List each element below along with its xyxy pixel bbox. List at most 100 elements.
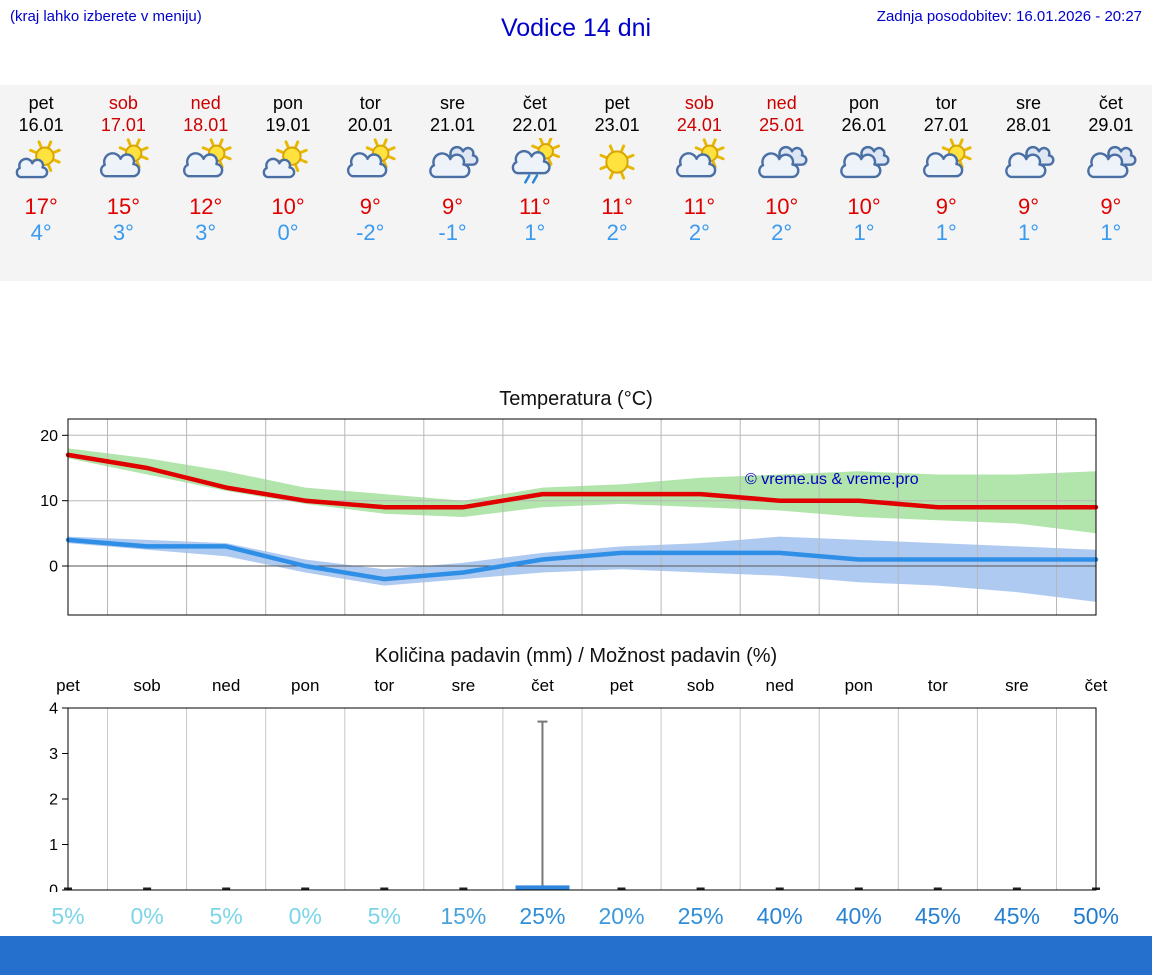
page-title: Vodice 14 dni — [500, 14, 652, 42]
precipitation-chart-title: Količina padavin (mm) / Možnost padavin … — [374, 645, 778, 667]
forecast-day[interactable]: pet 16.01 17° 4° — [0, 85, 82, 281]
svg-text:0: 0 — [49, 559, 58, 576]
cloudy-icon — [428, 145, 479, 179]
svg-text:0: 0 — [49, 883, 58, 893]
precip-day-label: tor — [374, 676, 395, 695]
precip-day-label: tor — [927, 676, 948, 695]
chart-watermark: © vreme.us & vreme.pro — [745, 471, 919, 488]
precip-probability: 20% — [598, 903, 645, 929]
day-min-temp: 2° — [688, 220, 710, 245]
partly-cloudy-icon — [676, 138, 725, 178]
forecast-strip: pet 16.01 17° 4° sob 17.01 15° 3° ned 18.01 12° 3° p… — [0, 85, 1152, 281]
menu-hint: (kraj lahko izberete v meniju) — [10, 8, 202, 25]
forecast-day[interactable]: čet 29.01 9° 1° — [1070, 85, 1152, 281]
day-name: sob — [108, 93, 138, 113]
day-max-temp: 9° — [1018, 194, 1040, 219]
precip-probability: 0% — [288, 903, 322, 929]
cloudy-icon — [1086, 145, 1137, 179]
precip-probability: 40% — [756, 903, 803, 929]
day-date: 22.01 — [512, 115, 558, 135]
day-name: sre — [1016, 93, 1042, 113]
forecast-day[interactable]: čet 22.01 11° 1° — [494, 85, 576, 281]
partly-cloudy-icon — [923, 138, 972, 178]
precip-day-label: sob — [686, 676, 715, 695]
precip-day-label: ned — [765, 676, 794, 695]
day-name: pon — [848, 93, 880, 113]
partly-cloudy-icon — [347, 138, 396, 178]
day-date: 23.01 — [594, 115, 640, 135]
forecast-day[interactable]: sre 21.01 9° -1° — [411, 85, 493, 281]
forecast-day[interactable]: tor 27.01 9° 1° — [905, 85, 987, 281]
day-weather-icon — [165, 138, 247, 190]
day-min-temp: 1° — [1018, 220, 1040, 245]
precip-probability: 45% — [993, 903, 1040, 929]
day-max-temp: 17° — [24, 194, 58, 219]
precip-day-label: čet — [1084, 676, 1108, 695]
forecast-day[interactable]: ned 25.01 10° 2° — [741, 85, 823, 281]
day-min-temp: 1° — [1100, 220, 1122, 245]
precip-probability-row: 5% 0% 5% 0% 5% 15% 25% 20% 25% 40% 40% 45% 45% 50% — [0, 903, 1152, 929]
forecast-day[interactable]: sob 17.01 15° 3° — [82, 85, 164, 281]
day-weather-icon — [987, 138, 1069, 190]
day-min-temp: 1° — [935, 220, 957, 245]
forecast-day[interactable]: sre 28.01 9° 1° — [987, 85, 1069, 281]
precip-probability: 45% — [914, 903, 961, 929]
day-min-temp: -2° — [356, 220, 385, 245]
day-date: 19.01 — [265, 115, 311, 135]
day-max-temp: 11° — [601, 194, 633, 219]
day-max-temp: 10° — [765, 194, 799, 219]
day-name: pet — [28, 93, 54, 113]
day-min-temp: 1° — [853, 220, 875, 245]
precip-probability: 15% — [440, 903, 487, 929]
precip-day-label: sob — [133, 676, 161, 695]
day-min-temp: -1° — [438, 220, 467, 245]
day-name: sre — [440, 93, 466, 113]
forecast-day[interactable]: pon 26.01 10° 1° — [823, 85, 905, 281]
forecast-day[interactable]: ned 18.01 12° 3° — [165, 85, 247, 281]
day-max-temp: 10° — [847, 194, 881, 219]
svg-text:2: 2 — [49, 792, 58, 809]
precip-day-label: sre — [451, 676, 476, 695]
forecast-day[interactable]: pon 19.01 10° 0° — [247, 85, 329, 281]
day-name: čet — [522, 93, 547, 113]
precip-probability: 5% — [209, 903, 243, 929]
svg-text:10: 10 — [40, 493, 58, 510]
day-date: 21.01 — [430, 115, 476, 135]
cloudy-icon — [757, 145, 808, 179]
day-name: sob — [684, 93, 714, 113]
day-weather-icon — [1070, 138, 1152, 190]
day-date: 27.01 — [923, 115, 969, 135]
day-date: 29.01 — [1088, 115, 1134, 135]
last-update: Zadnja posodobitev: 16.01.2026 - 20:27 — [876, 8, 1142, 25]
footer-bar — [0, 936, 1152, 975]
day-weather-icon — [741, 138, 823, 190]
day-name: pon — [272, 93, 304, 113]
day-weather-icon — [576, 138, 658, 190]
day-date: 18.01 — [183, 115, 229, 135]
day-max-temp: 9° — [935, 194, 957, 219]
precip-day-label: pon — [844, 676, 873, 695]
day-weather-icon — [0, 138, 82, 190]
cloudy-icon — [1004, 145, 1055, 179]
mostly-sunny-icon — [15, 140, 61, 179]
precip-probability: 0% — [130, 903, 164, 929]
day-max-temp: 9° — [359, 194, 381, 219]
light-rain-icon — [511, 136, 560, 184]
partly-cloudy-icon — [100, 138, 149, 178]
forecast-day[interactable]: sob 24.01 11° 2° — [658, 85, 740, 281]
day-min-temp: 4° — [30, 220, 52, 245]
day-date: 20.01 — [347, 115, 393, 135]
forecast-day[interactable]: pet 23.01 11° 2° — [576, 85, 658, 281]
partly-cloudy-icon — [182, 138, 232, 178]
precip-probability: 25% — [677, 903, 724, 929]
precip-probability: 40% — [835, 903, 882, 929]
forecast-day[interactable]: tor 20.01 9° -2° — [329, 85, 411, 281]
day-weather-icon — [247, 138, 329, 190]
day-max-temp: 9° — [442, 194, 464, 219]
precip-day-label: pon — [291, 676, 320, 695]
precip-probability: 50% — [1072, 903, 1120, 929]
day-name: pet — [604, 93, 630, 113]
day-weather-icon — [823, 138, 905, 190]
day-weather-icon — [658, 138, 740, 190]
